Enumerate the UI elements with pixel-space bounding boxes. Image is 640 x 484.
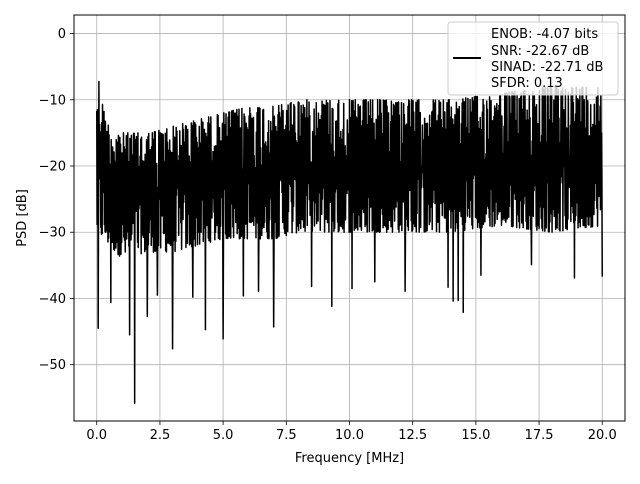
x-tick-label: 7.5 [276, 428, 297, 443]
x-tick-label: 2.5 [150, 428, 171, 443]
x-tick-label: 12.5 [398, 428, 427, 443]
y-tick-label: −20 [39, 160, 66, 175]
x-tick-label: 5.0 [213, 428, 234, 443]
legend: ENOB: -4.07 bits SNR: -22.67 dB SINAD: -… [447, 21, 619, 96]
x-axis-ticks: 0.0 2.5 5.0 7.5 10.0 12.5 15.0 17.5 20.0 [86, 421, 617, 443]
legend-line-2: SNR: -22.67 dB [491, 44, 589, 59]
x-tick-label: 15.0 [461, 428, 490, 443]
psd-line [96, 80, 603, 404]
legend-line-1: ENOB: -4.07 bits [491, 27, 598, 42]
y-tick-label: −40 [39, 292, 66, 307]
x-tick-label: 17.5 [525, 428, 554, 443]
legend-box [447, 21, 619, 96]
legend-line-3: SINAD: -22.71 dB [491, 60, 603, 75]
x-tick-label: 20.0 [588, 428, 617, 443]
y-tick-label: 0 [58, 27, 66, 42]
x-tick-label: 0.0 [86, 428, 107, 443]
x-tick-label: 10.0 [335, 428, 364, 443]
data-series [96, 80, 603, 404]
y-tick-label: −30 [39, 226, 66, 241]
x-axis-label: Frequency [MHz] [295, 451, 404, 466]
y-tick-label: −50 [39, 358, 66, 373]
y-axis-label: PSD [dB] [15, 189, 30, 247]
y-axis-ticks: 0 −10 −20 −30 −40 −50 [39, 27, 74, 373]
y-tick-label: −10 [39, 93, 66, 108]
legend-line-4: SFDR: 0.13 [491, 76, 563, 91]
